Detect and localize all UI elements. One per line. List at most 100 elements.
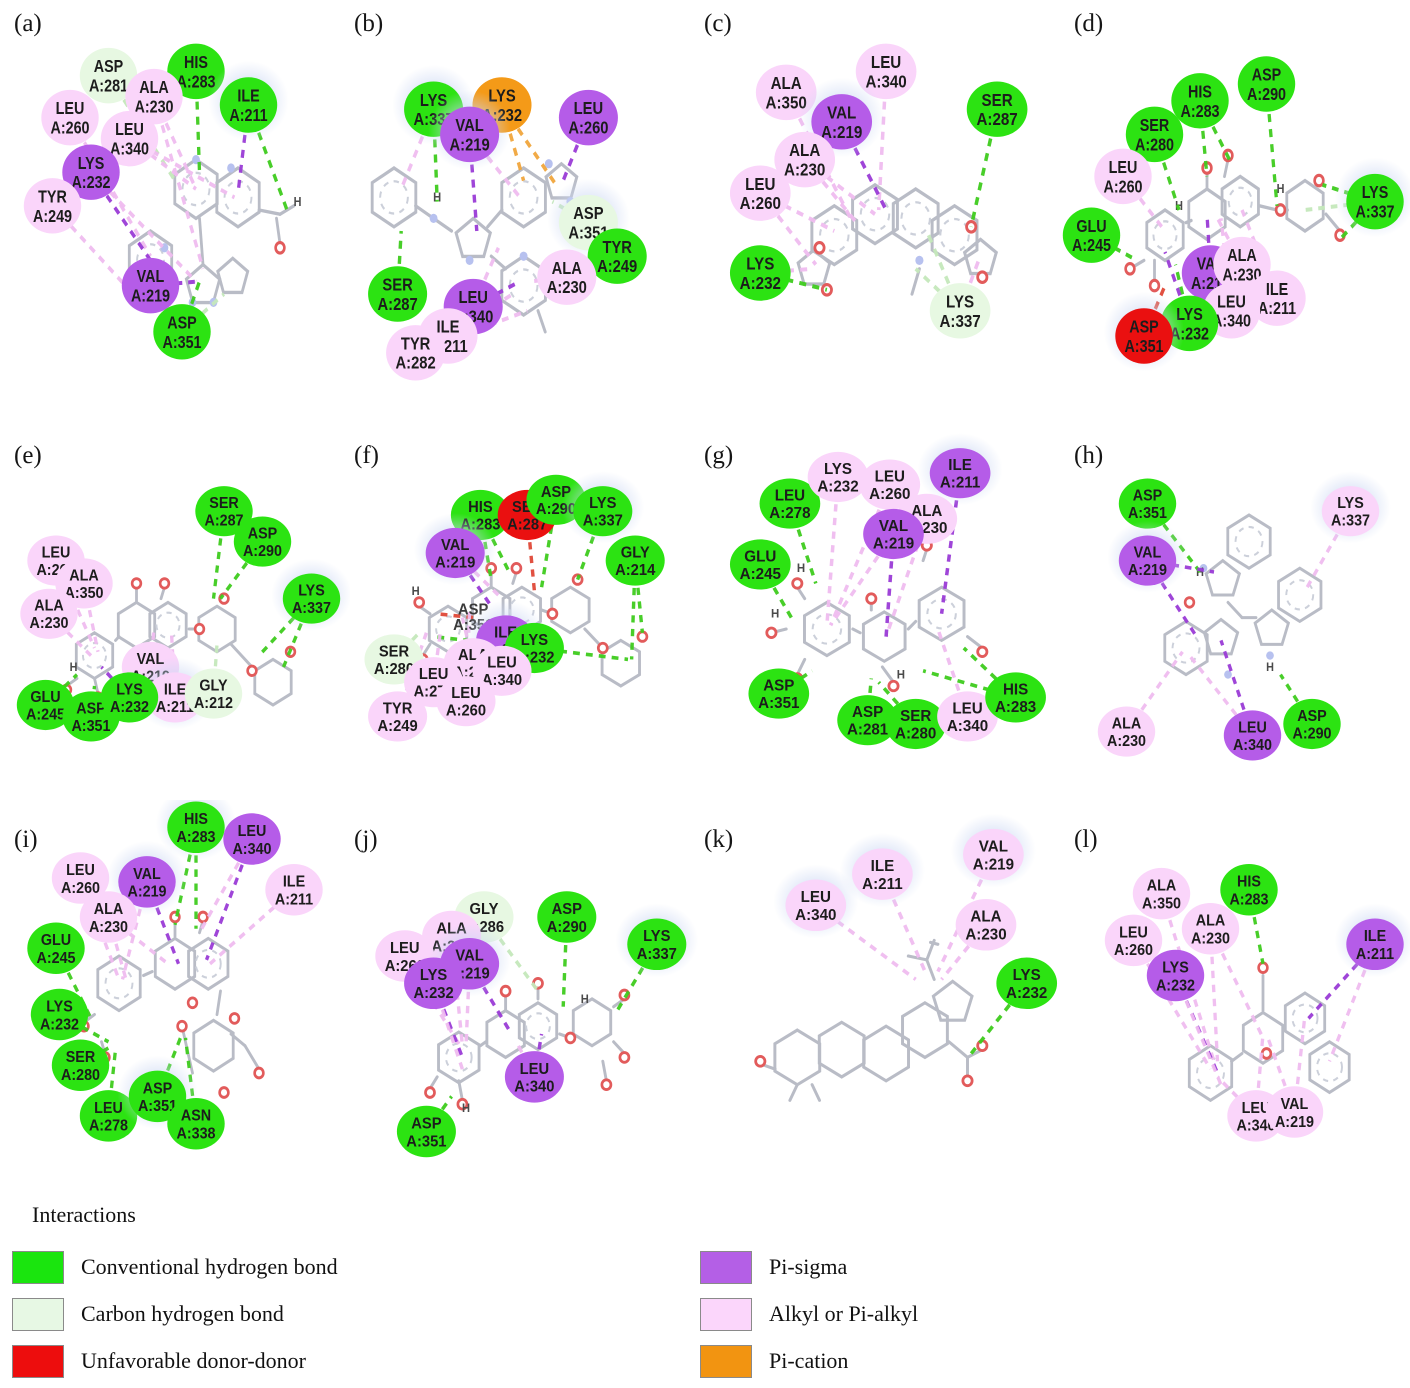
molecule-ring [930,203,979,267]
svg-text:A:232: A:232 [1156,977,1195,995]
molecule-ring [1187,187,1227,242]
molecule-bond [114,635,121,642]
svg-text:A:245: A:245 [26,706,65,724]
svg-text:LYS: LYS [298,582,325,600]
panel-b: (b) HLYSA:337LYSA:232VALA:219LEUA:260ASP… [340,0,700,420]
molecule-ring [891,187,940,250]
svg-text:A:260: A:260 [1103,178,1142,196]
svg-text:A:230: A:230 [547,278,587,297]
svg-text:ALA: ALA [789,141,820,160]
svg-text:LEU: LEU [458,288,487,307]
interaction-line-alk [760,266,813,275]
svg-text:SER: SER [900,708,931,725]
interaction-diagram-a: HASPA:281HISA:283ALAA:230ILEA:211LEUA:26… [23,43,301,360]
interaction-line-ps [561,116,590,182]
svg-text:A:290: A:290 [547,918,587,936]
svg-text:A:351: A:351 [758,695,800,712]
molecule-ring [1241,1010,1285,1066]
interaction-line-alk [89,170,198,283]
svg-text:ILE: ILE [948,457,972,474]
molecule-ring [931,979,974,1022]
svg-text:A:350: A:350 [64,584,103,602]
oxygen-atom [424,1086,436,1099]
svg-text:LYS: LYS [1176,306,1203,324]
interaction-line-alk [958,259,981,312]
svg-text:A:260: A:260 [568,119,608,138]
molecule-bond [601,1059,608,1083]
svg-text:ILE: ILE [164,681,186,699]
svg-text:A:337: A:337 [292,600,331,618]
svg-text:A:245: A:245 [1072,237,1111,255]
panel-a: (a) H ASP A:281 HIS A:283 ALA A:230 ILE A:211 LEU… [0,0,350,420]
svg-text:LYS: LYS [643,928,670,946]
oxygen-atom [1148,278,1161,293]
svg-text:GLU: GLU [1076,218,1106,236]
svg-text:A:249: A:249 [33,208,72,226]
interaction-diagram-j: HHGLYA:286ASPA:290LYSA:337ALAA:230LEUA:2… [375,891,699,1158]
interaction-line-hb [758,563,796,623]
svg-text:A:351: A:351 [71,717,110,735]
svg-text:ASP: ASP [167,314,197,332]
interaction-line-alk [825,476,840,626]
aromatic-ring-dashes [508,180,539,215]
svg-text:A:340: A:340 [865,73,906,92]
legend-title: Interactions [32,1202,136,1227]
molecule-ring [216,256,250,295]
svg-text:A:230: A:230 [29,615,68,633]
aromatic-ring-dashes [939,217,970,253]
svg-text:LYS: LYS [420,967,447,985]
panel-label-l: (l) [1074,826,1098,853]
svg-text:LYS: LYS [824,461,852,478]
molecule-ring [1277,566,1323,624]
svg-text:A:340: A:340 [110,140,149,158]
interaction-diagram-l: ALAA:350HISA:283ALAA:230LEUA:260LYSA:232… [1104,863,1410,1142]
molecule-ring [1204,558,1242,597]
svg-text:A:260: A:260 [740,194,781,213]
svg-text:A:219: A:219 [435,554,475,571]
svg-text:LEU: LEU [390,939,419,957]
svg-text:ALA: ALA [1147,877,1177,895]
oxygen-atom [600,1078,613,1092]
svg-text:A:211: A:211 [229,107,267,125]
oxygen-atom [765,626,778,639]
svg-text:A:232: A:232 [817,478,858,495]
svg-text:GLY: GLY [470,900,499,918]
oxygen-atom [253,1066,265,1080]
svg-text:A:337: A:337 [939,312,980,331]
molecule-ring [817,1020,866,1079]
interaction-line-alk [431,628,443,683]
molecule-ring [851,182,899,246]
aromatic-ring-dashes [1152,220,1178,251]
molecule-bond [215,989,222,1017]
svg-text:A:280: A:280 [895,725,936,742]
oxygen-atom [976,645,989,658]
molecule-ring [1202,617,1240,656]
svg-text:LYS: LYS [1013,967,1041,984]
svg-text:ASP: ASP [94,58,124,76]
svg-text:A:350: A:350 [1142,895,1181,913]
svg-text:VAL: VAL [827,104,856,123]
svg-text:A:245: A:245 [740,566,782,583]
svg-text:A:340: A:340 [1212,313,1251,331]
aromatic-ring-dashes [104,967,134,1000]
svg-text:A:280: A:280 [374,660,414,677]
legend-item-pi-cation: Pi-cation [700,1344,918,1378]
panel-l: (l) ALA A:350 HIS A:283 ALA A:230 LEU A:260 LYS A… [1060,800,1410,1190]
